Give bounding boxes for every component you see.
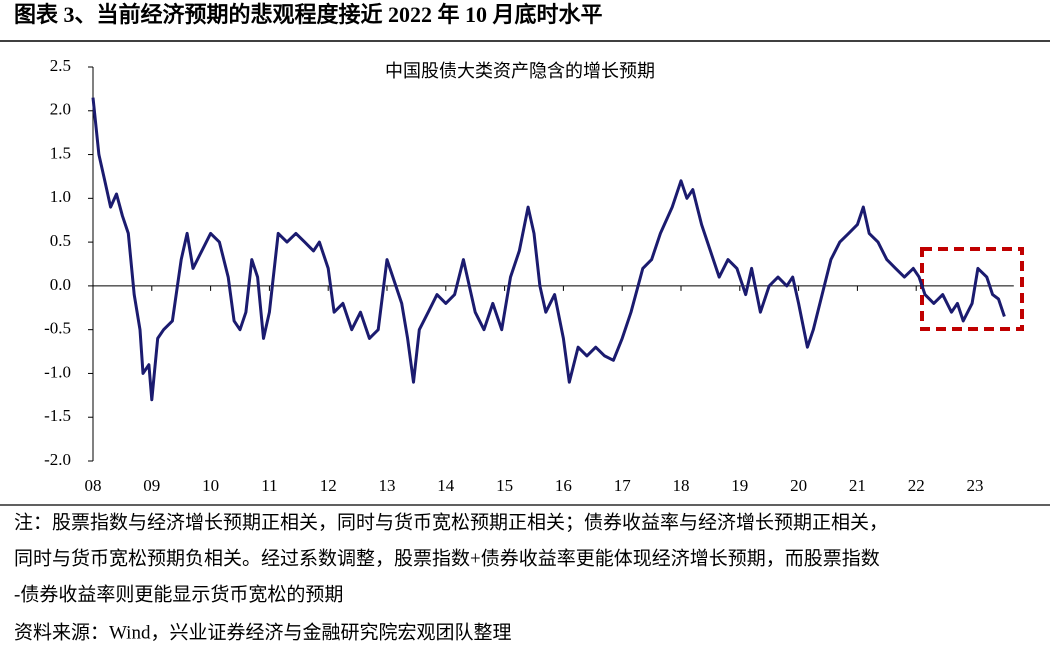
y-tick-label: -1.5 (44, 406, 71, 425)
x-tick-label: 10 (202, 476, 219, 495)
y-tick-label: 0.0 (50, 275, 71, 294)
figure-title: 图表 3、当前经济预期的悲观程度接近 2022 年 10 月底时水平 (14, 2, 603, 27)
y-tick-label: 2.5 (50, 56, 71, 75)
y-tick-label: 0.5 (50, 231, 71, 250)
source: 资料来源：Wind，兴业证券经济与金融研究院宏观团队整理 (14, 621, 511, 643)
x-tick-label: 08 (85, 476, 102, 495)
x-tick-label: 23 (967, 476, 984, 495)
y-tick-label: 1.0 (50, 187, 71, 206)
x-tick-label: 18 (673, 476, 690, 495)
x-tick-label: 09 (143, 476, 160, 495)
y-tick-label: 1.5 (50, 143, 71, 162)
y-tick-label: -1.0 (44, 362, 71, 381)
highlight-box (920, 247, 1024, 331)
x-tick-label: 14 (437, 476, 455, 495)
y-tick-label: -2.0 (44, 450, 71, 469)
x-tick-label: 22 (908, 476, 925, 495)
x-tick-label: 16 (555, 476, 572, 495)
y-tick-label: 2.0 (50, 100, 71, 119)
x-tick-label: 19 (731, 476, 748, 495)
x-tick-label: 17 (614, 476, 632, 495)
y-tick-label: -0.5 (44, 319, 71, 338)
x-tick-label: 12 (320, 476, 337, 495)
note-line: 注：股票指数与经济增长预期正相关，同时与货币宽松预期正相关；债券收益率与经济增长… (14, 511, 888, 533)
note-line: 同时与货币宽松预期负相关。经过系数调整，股票指数+债券收益率更能体现经济增长预期… (14, 547, 880, 569)
chart-title: 中国股债大类资产隐含的增长预期 (385, 61, 655, 81)
x-tick-label: 11 (261, 476, 277, 495)
line-series (91, 97, 1006, 402)
x-tick-label: 13 (379, 476, 396, 495)
note-line: -债券收益率则更能显示货币宽松的预期 (14, 583, 343, 605)
x-tick-label: 15 (496, 476, 513, 495)
x-tick-label: 20 (790, 476, 807, 495)
x-tick-label: 21 (849, 476, 866, 495)
